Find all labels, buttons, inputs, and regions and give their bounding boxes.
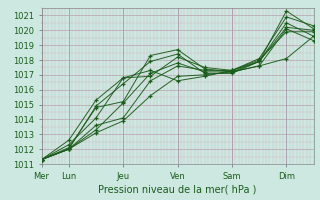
X-axis label: Pression niveau de la mer( hPa ): Pression niveau de la mer( hPa ) [99, 185, 257, 195]
